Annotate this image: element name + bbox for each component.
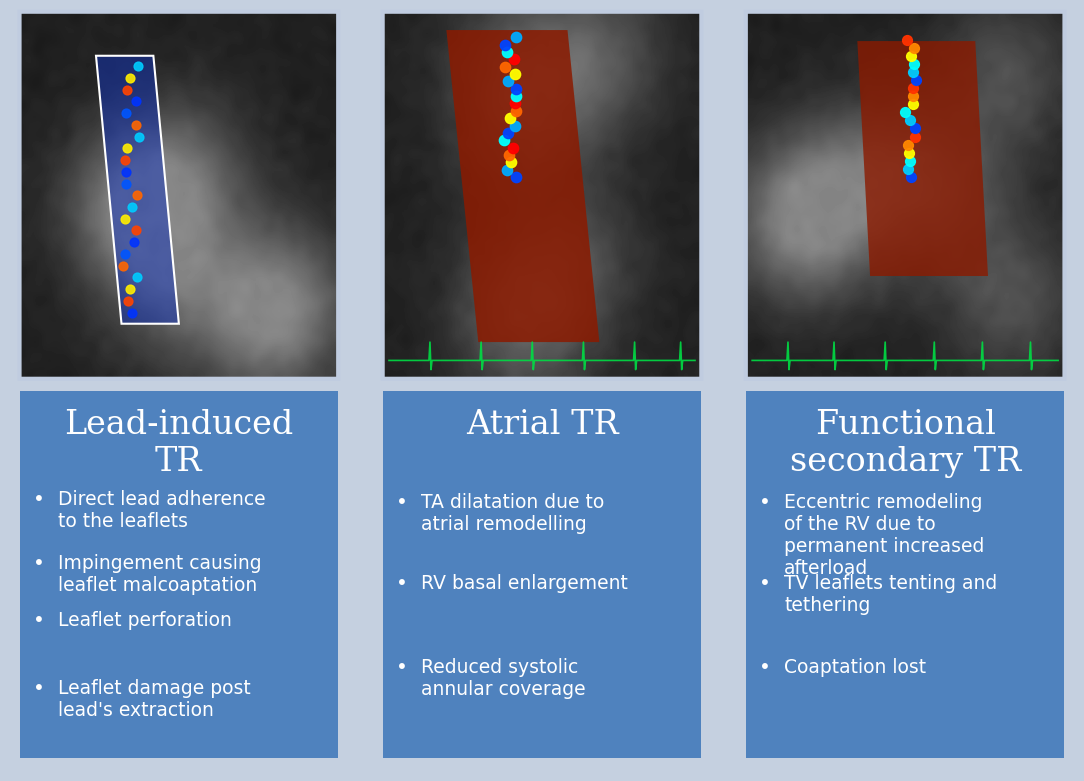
Point xyxy=(907,122,925,134)
Point xyxy=(121,283,139,295)
Point xyxy=(905,58,922,70)
Text: TA dilatation due to
atrial remodelling: TA dilatation due to atrial remodelling xyxy=(421,494,604,534)
Point xyxy=(115,259,132,272)
Point xyxy=(128,95,145,108)
Point xyxy=(129,189,146,201)
Point xyxy=(906,130,924,143)
Point xyxy=(117,212,134,225)
Point xyxy=(116,248,133,260)
Point xyxy=(501,148,518,161)
Text: Leaflet perforation: Leaflet perforation xyxy=(57,611,232,629)
Point xyxy=(503,156,520,169)
Point xyxy=(119,84,137,96)
Point xyxy=(117,107,134,119)
Point xyxy=(125,236,142,248)
Point xyxy=(904,66,921,78)
Polygon shape xyxy=(96,55,179,323)
Point xyxy=(905,82,922,95)
Point xyxy=(499,46,516,59)
Text: Eccentric remodeling
of the RV due to
permanent increased
afterload: Eccentric remodeling of the RV due to pe… xyxy=(784,494,984,578)
Point xyxy=(124,201,141,213)
Text: •: • xyxy=(396,494,408,512)
Point xyxy=(118,177,136,190)
Point xyxy=(901,155,918,167)
Text: •: • xyxy=(759,494,771,512)
Point xyxy=(129,60,146,73)
Point xyxy=(900,162,917,175)
Text: Atrial TR: Atrial TR xyxy=(466,409,618,440)
Polygon shape xyxy=(447,30,599,342)
Point xyxy=(904,90,921,102)
Text: Leaflet damage post
lead's extraction: Leaflet damage post lead's extraction xyxy=(57,679,250,719)
Point xyxy=(127,119,144,131)
Point xyxy=(902,114,919,127)
Point xyxy=(121,72,139,84)
Point xyxy=(900,138,917,151)
Point xyxy=(128,271,145,284)
FancyBboxPatch shape xyxy=(376,383,708,765)
Text: •: • xyxy=(33,554,44,572)
Text: •: • xyxy=(33,611,44,629)
Text: •: • xyxy=(396,658,408,677)
Text: •: • xyxy=(759,658,771,677)
Point xyxy=(907,73,925,86)
Text: Coaptation lost: Coaptation lost xyxy=(784,658,926,677)
Point xyxy=(506,119,524,132)
Point xyxy=(902,170,919,183)
Point xyxy=(506,98,524,110)
Text: TV leaflets tenting and
tethering: TV leaflets tenting and tethering xyxy=(784,574,997,615)
Point xyxy=(507,31,525,44)
Text: Lead-induced
TR: Lead-induced TR xyxy=(64,409,294,478)
Text: Reduced systolic
annular coverage: Reduced systolic annular coverage xyxy=(421,658,585,700)
Text: Impingement causing
leaflet malcoaptation: Impingement causing leaflet malcoaptatio… xyxy=(57,554,261,595)
Point xyxy=(903,49,920,62)
Point xyxy=(507,90,525,102)
Text: •: • xyxy=(33,490,44,508)
Text: Functional
secondary TR: Functional secondary TR xyxy=(789,409,1021,478)
FancyBboxPatch shape xyxy=(13,383,345,765)
Point xyxy=(495,134,513,147)
Point xyxy=(119,294,137,307)
Point xyxy=(905,41,922,54)
Point xyxy=(900,146,917,159)
Text: •: • xyxy=(33,679,44,697)
FancyBboxPatch shape xyxy=(739,383,1071,765)
Point xyxy=(116,154,133,166)
Point xyxy=(507,83,525,95)
Point xyxy=(904,98,921,110)
Point xyxy=(501,112,518,124)
Text: •: • xyxy=(759,574,771,593)
Point xyxy=(505,53,522,66)
Text: Direct lead adherence
to the leaflets: Direct lead adherence to the leaflets xyxy=(57,490,266,530)
Point xyxy=(128,224,145,237)
Text: •: • xyxy=(396,574,408,593)
Point xyxy=(130,130,147,143)
Point xyxy=(500,127,517,139)
Point xyxy=(499,75,516,87)
Point xyxy=(496,61,514,73)
Point xyxy=(896,106,914,119)
Polygon shape xyxy=(857,41,988,276)
Point xyxy=(498,163,515,176)
Point xyxy=(124,306,141,319)
Point xyxy=(117,166,134,178)
Point xyxy=(506,68,524,80)
Text: RV basal enlargement: RV basal enlargement xyxy=(421,574,628,593)
Point xyxy=(507,170,525,183)
Point xyxy=(507,105,525,117)
Point xyxy=(898,34,915,46)
Point xyxy=(118,142,136,155)
Point xyxy=(505,141,522,154)
Point xyxy=(496,38,514,51)
